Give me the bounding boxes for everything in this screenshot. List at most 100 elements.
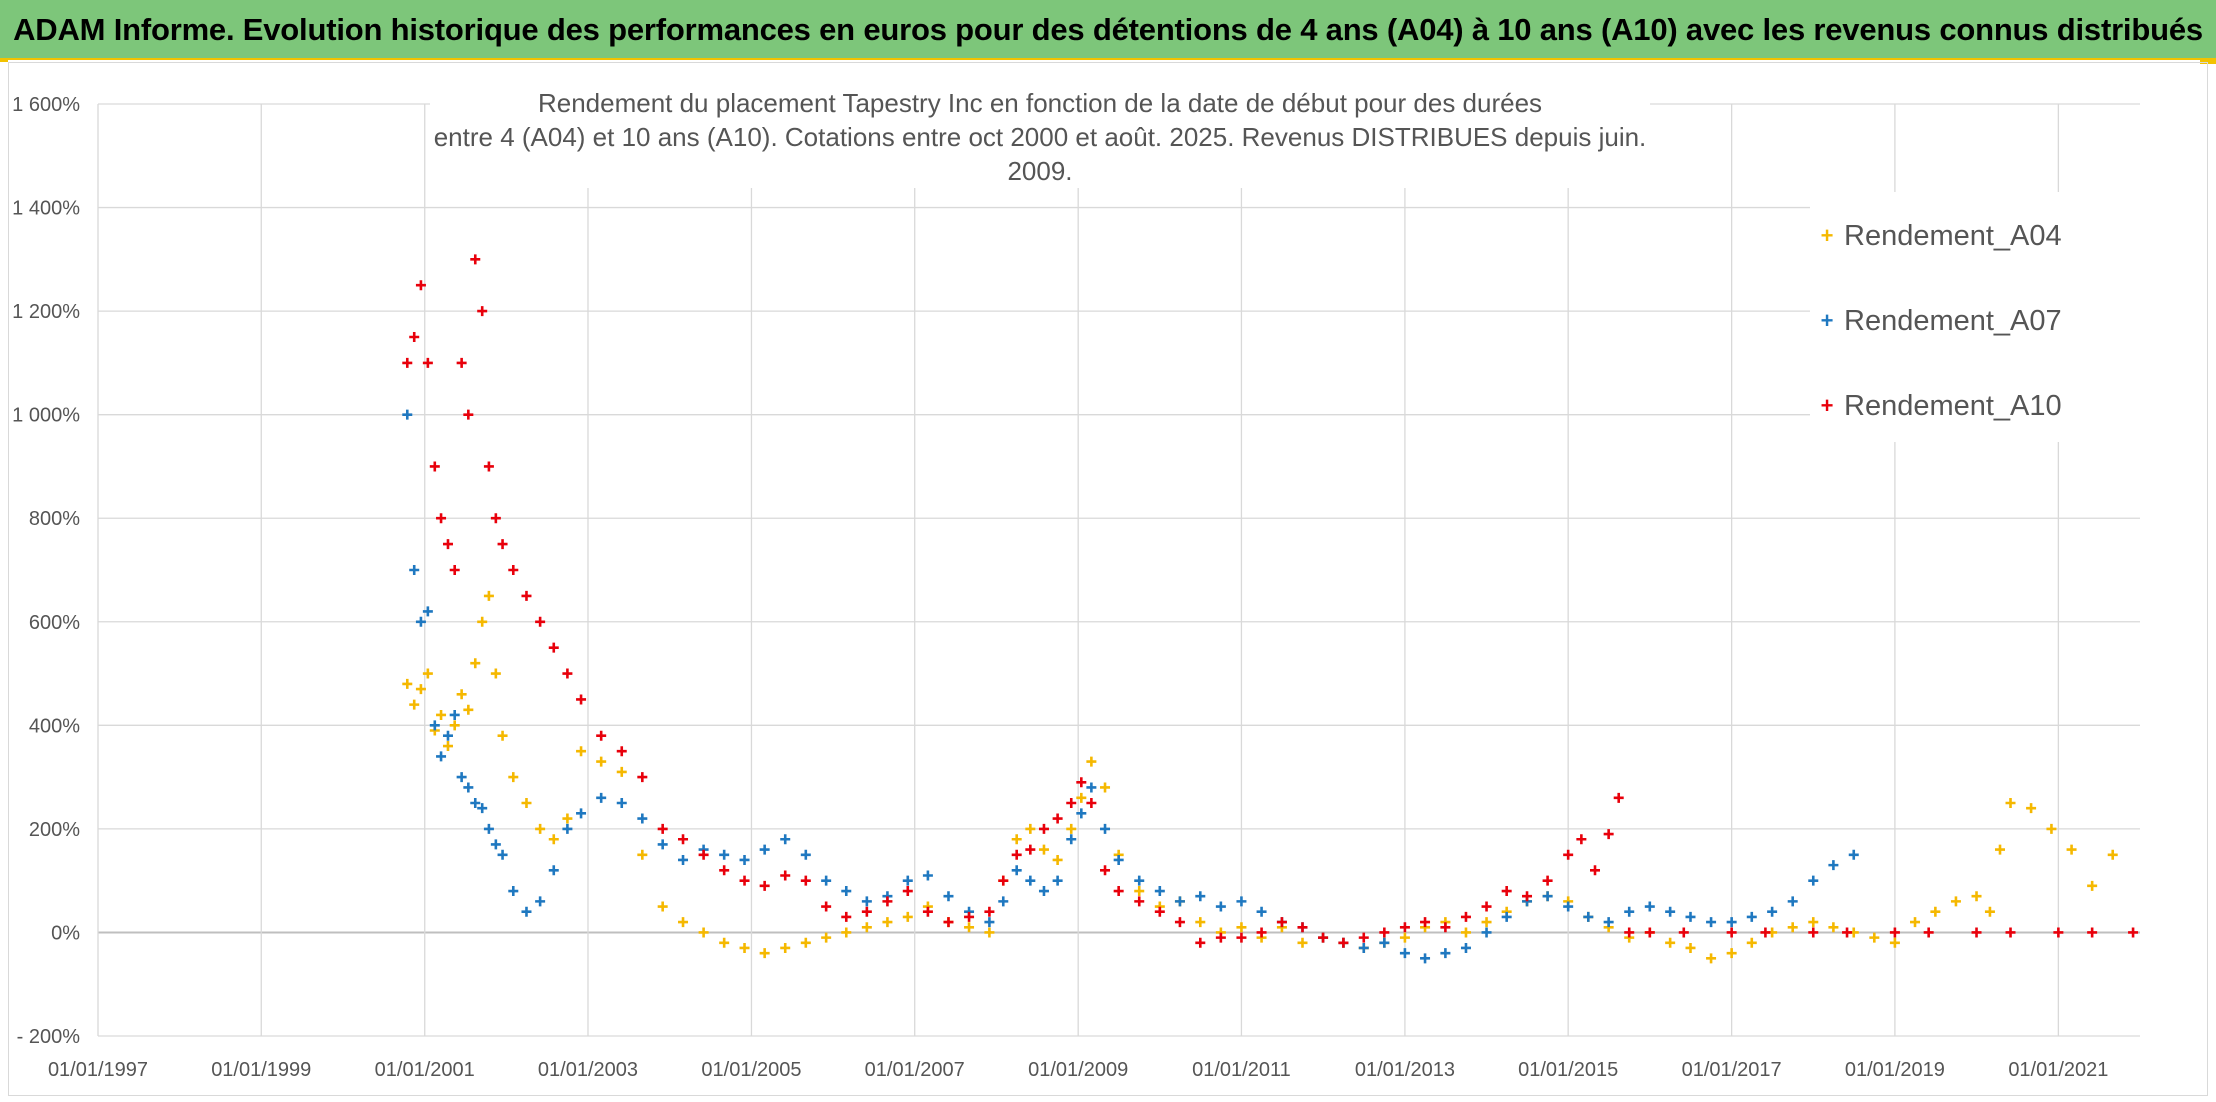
data-point [739, 875, 750, 886]
data-point [1134, 886, 1145, 897]
data-point [1910, 917, 1921, 928]
data-point [1420, 953, 1431, 964]
data-point [1644, 901, 1655, 912]
page-title: ADAM Informe. Evolution historique des p… [13, 12, 2203, 47]
data-point [1076, 792, 1087, 803]
data-point [657, 839, 668, 850]
data-point [1379, 927, 1390, 938]
data-point [1440, 922, 1451, 933]
data-point [1665, 937, 1676, 948]
data-point [1066, 823, 1077, 834]
data-point [456, 357, 467, 368]
y-tick-label: 600% [29, 612, 80, 634]
chart-title-line-2: entre 4 (A04) et 10 ans (A10). Cotations… [433, 122, 1647, 186]
data-point [490, 668, 501, 679]
data-point [521, 906, 532, 917]
data-point [1011, 865, 1022, 876]
data-point [436, 751, 447, 762]
data-point [409, 565, 420, 575]
data-point [470, 254, 481, 265]
legend-item-a10: + Rendement_A10 [1810, 386, 2062, 426]
data-point [719, 937, 730, 948]
data-point [596, 756, 607, 767]
x-tick-label: 01/01/1997 [48, 1059, 148, 1081]
x-tick-label: 01/01/2015 [1518, 1059, 1618, 1081]
chart-title: Rendement du placement Tapestry Inc en f… [430, 86, 1650, 188]
data-point [1276, 917, 1287, 928]
data-point [1038, 823, 1049, 834]
data-point [477, 306, 488, 317]
data-point [477, 803, 488, 814]
data-point [902, 911, 913, 922]
y-tick-label: 0% [51, 922, 80, 944]
data-point [657, 823, 668, 834]
data-point [1828, 860, 1839, 871]
data-point [719, 865, 730, 876]
data-point [521, 590, 532, 601]
legend-label-a04: Rendement_A04 [1844, 219, 2062, 252]
data-point [535, 823, 546, 834]
y-tick-label: 400% [29, 715, 80, 737]
data-point [1624, 906, 1635, 917]
data-point [1038, 844, 1049, 855]
x-tick-label: 01/01/2017 [1682, 1059, 1782, 1081]
data-point [1076, 808, 1087, 819]
data-point [1256, 906, 1267, 917]
data-point [470, 798, 481, 808]
header-banner: ADAM Informe. Evolution historique des p… [0, 0, 2216, 60]
data-point [1746, 937, 1757, 948]
data-point [922, 906, 933, 917]
data-point [562, 668, 573, 679]
data-point [429, 461, 440, 472]
data-point [497, 730, 508, 741]
data-point [1889, 937, 1900, 948]
data-point [616, 766, 627, 777]
data-point [739, 942, 750, 953]
data-point [1025, 875, 1036, 886]
data-point [1113, 854, 1124, 865]
data-point [1889, 927, 1900, 938]
data-point [1460, 942, 1471, 953]
y-tick-label: 200% [29, 819, 80, 841]
data-point [759, 948, 770, 959]
data-point [821, 875, 832, 886]
legend-marker-a07: + [1820, 308, 1834, 333]
data-point [508, 565, 519, 575]
data-point [1501, 886, 1512, 897]
series-rendement-a10 [402, 254, 2139, 948]
data-point [596, 730, 607, 741]
data-point [1195, 937, 1206, 948]
data-point [1076, 777, 1087, 788]
data-point [1174, 896, 1185, 907]
data-point [616, 798, 627, 808]
data-point [759, 844, 770, 855]
legend-marker-a10: + [1820, 393, 1834, 418]
data-point [1848, 849, 1859, 860]
data-point [1481, 927, 1492, 938]
data-point [1066, 798, 1077, 808]
data-point [1603, 917, 1614, 928]
x-tick-label: 01/01/2005 [701, 1059, 801, 1081]
data-point [1787, 922, 1798, 933]
x-tick-label: 01/01/2001 [375, 1059, 475, 1081]
data-point [548, 834, 559, 845]
data-point [1100, 823, 1111, 834]
data-point [657, 901, 668, 912]
data-point [1086, 756, 1097, 767]
data-point [1066, 834, 1077, 845]
data-point [1038, 886, 1049, 897]
data-point [490, 513, 501, 524]
data-point [2087, 927, 2098, 938]
y-tick-label: 1 200% [12, 301, 80, 323]
data-point [861, 896, 872, 907]
data-point [964, 922, 975, 933]
data-point [1195, 917, 1206, 928]
data-point [1297, 922, 1308, 933]
data-point [442, 741, 453, 752]
data-point [1100, 865, 1111, 876]
data-point [463, 409, 474, 420]
data-point [1706, 917, 1717, 928]
data-point [402, 409, 413, 420]
data-point [422, 668, 433, 679]
data-point [1134, 875, 1145, 886]
